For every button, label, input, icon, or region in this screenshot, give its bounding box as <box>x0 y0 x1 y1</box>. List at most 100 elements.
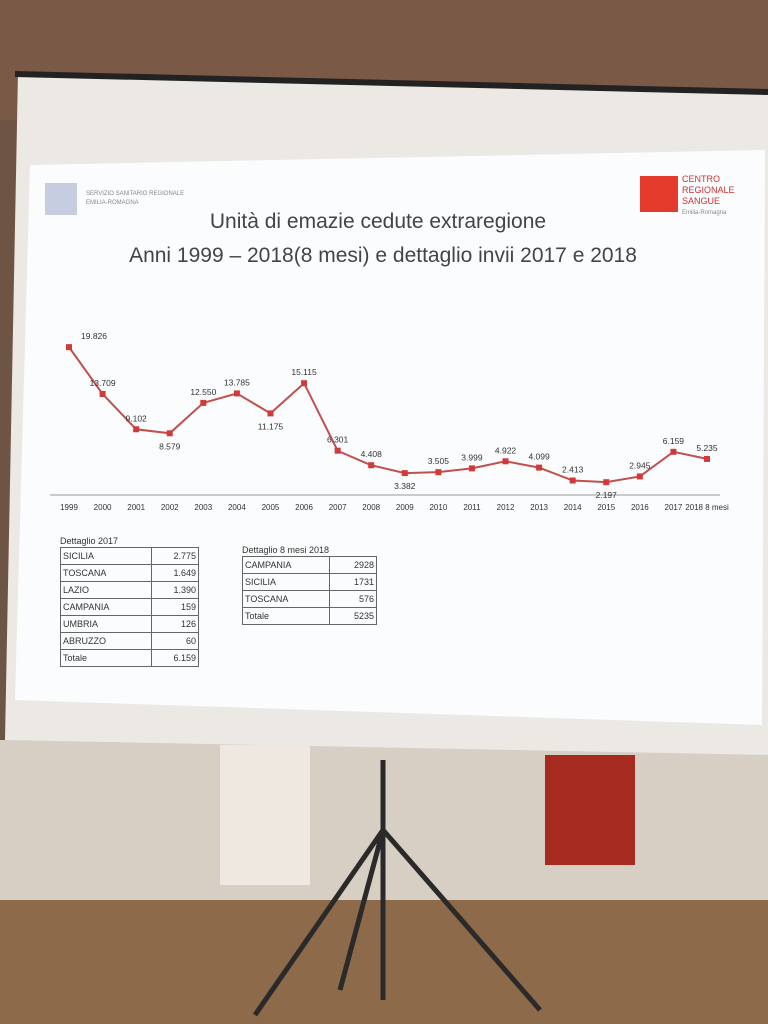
x-tick-label: 2000 <box>94 503 112 512</box>
x-tick-label: 2013 <box>530 503 548 512</box>
table-cell: CAMPANIA <box>242 556 330 574</box>
table-cell: 1.390 <box>151 581 199 599</box>
table-grid: SICILIA 2.775 TOSCANA 1.649 LAZIO 1.390 CAMPAN… <box>60 547 199 667</box>
screen-bar <box>14 71 768 95</box>
marker <box>66 344 72 351</box>
data-label: 19.826 <box>81 331 107 341</box>
data-label: 4.099 <box>528 452 550 462</box>
marker <box>670 448 677 455</box>
header-text: SANGUE <box>682 196 720 206</box>
x-tick-label: 2001 <box>127 503 145 512</box>
marker <box>536 464 543 471</box>
marker <box>200 399 207 406</box>
data-label: 3.382 <box>394 481 416 491</box>
header-text: REGIONALE <box>682 185 735 195</box>
marker <box>704 455 710 462</box>
data-label: 6.159 <box>663 436 685 446</box>
data-label: 2.945 <box>629 460 651 470</box>
table-cell: SICILIA <box>242 573 330 591</box>
table-cell: 5235 <box>329 607 377 625</box>
marker <box>468 465 475 472</box>
table-title: Dettaglio 8 mesi 2018 <box>242 545 330 555</box>
table-cell: 60 <box>151 632 199 650</box>
title: Anni 1999 – 2018(8 mesi) e dettaglio inv… <box>129 244 637 267</box>
table-cell: UMBRIA <box>60 615 152 633</box>
data-label: 3.999 <box>461 452 483 462</box>
marker <box>334 447 341 454</box>
x-tick-label: 2016 <box>631 503 649 512</box>
x-tick-label: 1999 <box>60 503 78 512</box>
data-label: 11.175 <box>258 421 284 431</box>
marker <box>502 458 509 465</box>
curtain <box>545 755 635 865</box>
table-cell: 1.649 <box>151 564 199 582</box>
data-label: 3.505 <box>428 456 450 466</box>
table-cell: Totale <box>242 607 330 625</box>
data-label: 13.785 <box>224 377 250 387</box>
data-label: 4.922 <box>495 445 517 455</box>
title: Unità di emazie cedute extraregione <box>210 210 546 233</box>
data-label: 4.408 <box>361 449 383 459</box>
x-tick-label: 2015 <box>597 503 615 512</box>
data-label: 15.115 <box>291 367 317 377</box>
x-tick-label: 2003 <box>194 503 212 512</box>
marker <box>435 469 442 476</box>
data-label: 12.550 <box>190 387 216 397</box>
x-tick-label: 2009 <box>396 503 414 512</box>
header-text: SERVIZIO SANITARIO REGIONALE <box>86 191 184 197</box>
table: Dettaglio 2017 SICILIA 2.775 TOSCANA 1.649 LA… <box>60 536 199 667</box>
marker <box>569 477 576 484</box>
x-tick-label: 2014 <box>564 503 582 512</box>
table-cell: 576 <box>329 590 377 608</box>
marker <box>603 479 610 486</box>
header-text: Emilia-Romagna <box>682 210 727 216</box>
table-cell: 6.159 <box>151 649 199 667</box>
marker <box>267 410 274 417</box>
table-cell: TOSCANA <box>242 590 330 608</box>
data-label: 6.301 <box>327 435 349 445</box>
marker <box>166 430 173 437</box>
x-tick-label: 2018 8 mesi <box>685 503 729 512</box>
table-title: Dettaglio 2017 <box>60 536 119 546</box>
x-tick-label: 2017 <box>665 503 683 512</box>
table-grid: CAMPANIA 2928 SICILIA 1731 TOSCANA 576 Totale 5… <box>242 556 377 625</box>
table-cell: TOSCANA <box>60 564 152 582</box>
x-tick-label: 2011 <box>463 503 481 512</box>
marker <box>636 473 643 480</box>
marker <box>99 390 106 397</box>
logo-right <box>640 176 678 212</box>
x-tick-label: 2005 <box>262 503 280 512</box>
table-cell: 2.775 <box>151 547 199 565</box>
plot: 19.826 1999 13.709 2000 9.102 2001 8.579 2002 12… <box>60 331 729 512</box>
table-cell: ABRUZZO <box>60 632 152 650</box>
table-cell: 126 <box>151 615 199 633</box>
marker <box>401 470 408 477</box>
logo-left <box>45 183 77 215</box>
header-text: EMILIA-ROMAGNA <box>86 200 139 206</box>
x-tick-label: 2008 <box>362 503 380 512</box>
table-cell: CAMPANIA <box>60 598 152 616</box>
table-cell: Totale <box>60 649 152 667</box>
x-tick-label: 2002 <box>161 503 179 512</box>
line <box>68 346 708 484</box>
data-label: 2.413 <box>562 465 584 475</box>
table: Dettaglio 8 mesi 2018 CAMPANIA 2928 SICILIA… <box>242 545 377 625</box>
table-cell: SICILIA <box>60 547 152 565</box>
table-cell: 2928 <box>329 556 377 574</box>
marker <box>368 462 375 469</box>
marker <box>301 380 308 387</box>
header-text: CENTRO <box>682 174 720 184</box>
data-label: 2.197 <box>596 490 618 500</box>
x-tick-label: 2004 <box>228 503 246 512</box>
curtain <box>220 745 310 885</box>
x-tick-label: 2006 <box>295 503 313 512</box>
x-tick-label: 2007 <box>329 503 347 512</box>
data-label: 8.579 <box>159 441 181 451</box>
marker <box>233 390 240 397</box>
data-label: 5.235 <box>696 443 718 453</box>
data-label: 13.709 <box>90 378 116 388</box>
table-cell: LAZIO <box>60 581 152 599</box>
table-cell: 159 <box>151 598 199 616</box>
slide <box>15 150 765 725</box>
